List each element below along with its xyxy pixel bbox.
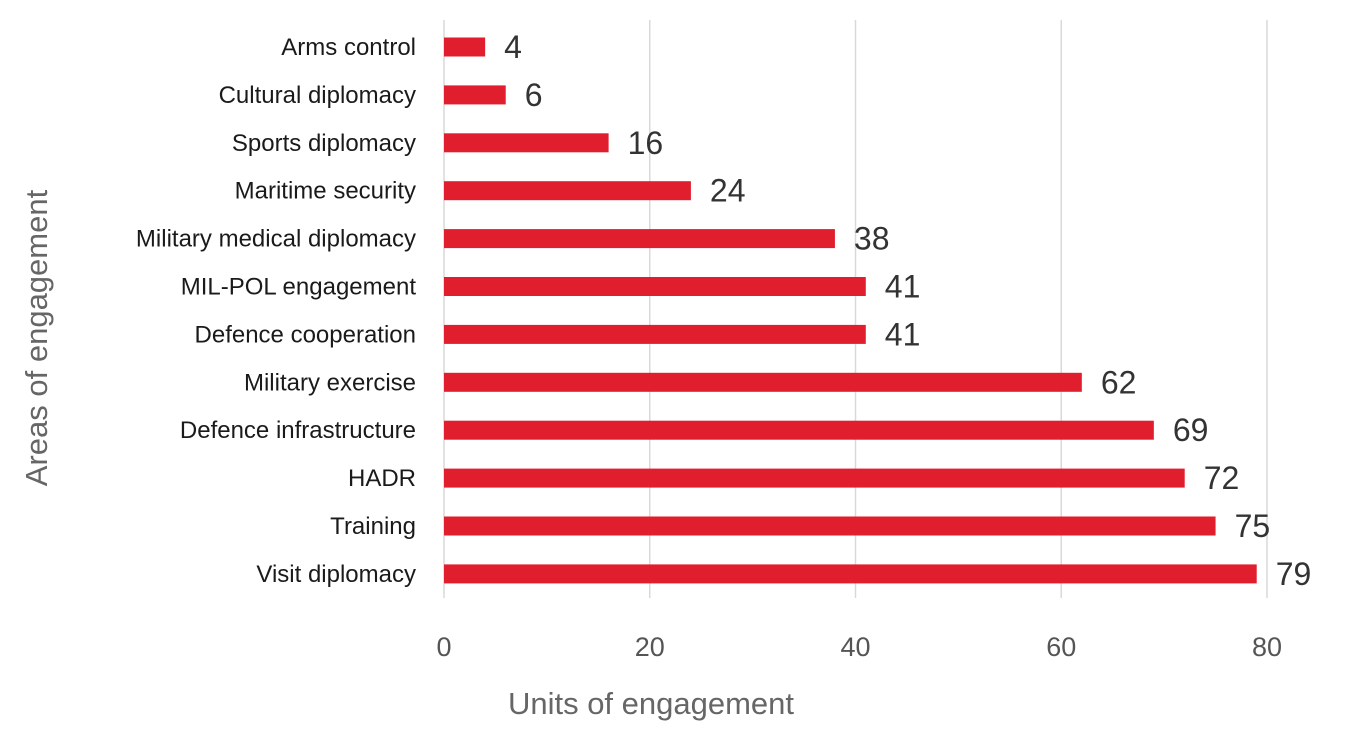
category-label: Military medical diplomacy (136, 226, 416, 253)
bar (444, 564, 1257, 584)
x-tick-label: 60 (1046, 632, 1076, 662)
x-tick-labels: 0 20 40 60 80 (436, 632, 1282, 662)
category-label: Visit diplomacy (256, 561, 416, 588)
category-label: MIL-POL engagement (181, 274, 417, 301)
x-tick-label: 40 (840, 632, 870, 662)
data-label: 69 (1173, 412, 1209, 448)
data-label: 38 (854, 221, 890, 257)
data-label: 41 (885, 269, 921, 305)
category-label: Defence cooperation (195, 321, 416, 348)
bar (444, 85, 506, 105)
data-label: 72 (1204, 460, 1240, 496)
x-tick-label: 20 (635, 632, 665, 662)
bar (444, 229, 835, 249)
bar (444, 420, 1154, 440)
gridlines (443, 20, 1268, 598)
bar (444, 277, 866, 296)
data-label: 79 (1276, 556, 1312, 592)
bar (444, 324, 866, 344)
x-axis-title: Units of engagement (508, 686, 794, 721)
bar (444, 516, 1216, 536)
x-tick-label: 80 (1252, 632, 1282, 662)
y-axis-title: Areas of engagement (19, 189, 54, 486)
category-label: Military exercise (244, 369, 416, 396)
bar (444, 37, 486, 57)
category-label: HADR (348, 465, 416, 492)
bar (444, 468, 1185, 488)
category-label: Sports diplomacy (232, 130, 416, 157)
category-label: Defence infrastructure (180, 417, 416, 444)
data-label: 6 (525, 77, 543, 113)
data-label: 75 (1235, 508, 1271, 544)
data-label: 41 (885, 316, 921, 352)
x-tick-label: 0 (436, 632, 451, 662)
bars (444, 37, 1257, 584)
bar (444, 133, 609, 153)
data-label: 4 (504, 29, 522, 65)
data-label: 62 (1101, 364, 1137, 400)
data-label: 16 (628, 125, 664, 161)
bar (444, 181, 691, 201)
category-labels: Arms control Cultural diplomacy Sports dip… (136, 34, 416, 588)
category-label: Maritime security (235, 178, 416, 205)
category-label: Training (330, 513, 416, 540)
bar (444, 372, 1082, 392)
category-label: Cultural diplomacy (219, 82, 416, 109)
data-label: 24 (710, 173, 746, 209)
category-label: Arms control (281, 34, 416, 61)
